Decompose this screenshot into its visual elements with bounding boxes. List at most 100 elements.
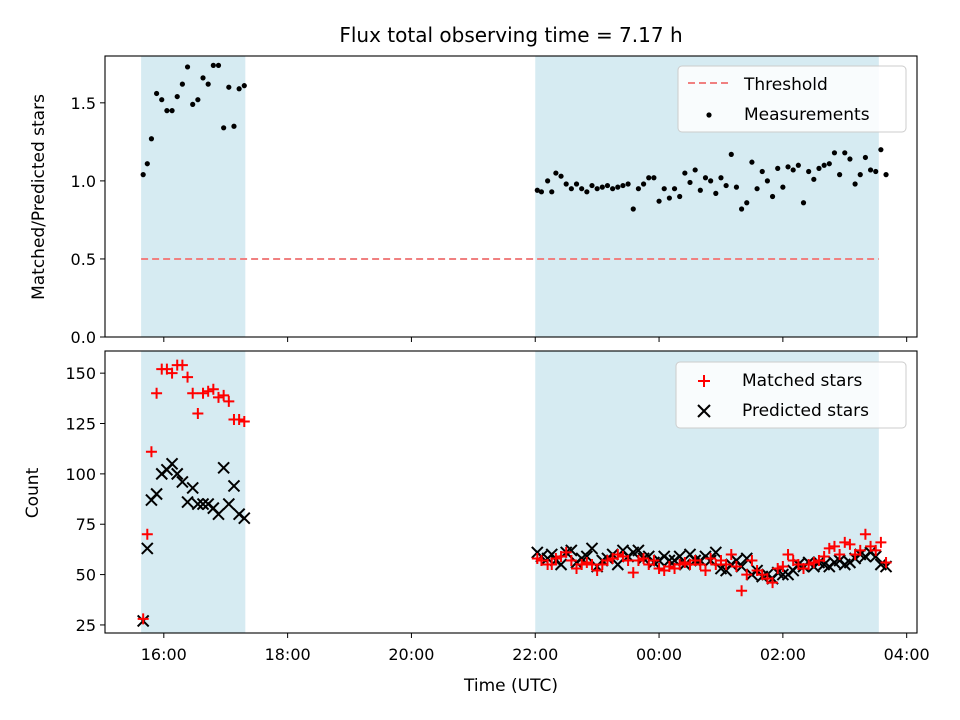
measurement-point: [205, 81, 211, 87]
measurement-point: [718, 175, 724, 181]
x-tick-label: 04:00: [884, 645, 930, 664]
matched-star-marker: [854, 544, 866, 556]
matched-star-marker: [192, 407, 204, 419]
bottom-axes-frame: [104, 350, 918, 634]
measurement-point: [837, 172, 843, 178]
matched-star-marker: [535, 554, 547, 566]
predicted-star-marker: [869, 550, 882, 563]
matched-star-marker: [803, 559, 815, 571]
measurement-point: [682, 170, 688, 176]
predicted-star-marker: [585, 542, 599, 555]
measurement-point: [800, 200, 807, 206]
measurement-point: [671, 186, 678, 192]
matched-star-marker: [576, 559, 588, 571]
measurement-point: [584, 189, 590, 195]
x-tick-label: 16:00: [141, 645, 187, 664]
measurement-point: [534, 187, 540, 193]
measurement-point: [215, 62, 222, 68]
matched-star-marker: [151, 387, 163, 399]
predicted-star-marker: [191, 497, 205, 511]
predicted-star-marker: [238, 511, 251, 525]
predicted-star-marker: [141, 542, 154, 555]
matched-star-marker: [870, 544, 882, 556]
measurement-point: [744, 200, 750, 206]
matched-star-marker: [581, 557, 593, 568]
measurement-point: [221, 125, 227, 131]
measurement-point: [708, 178, 714, 184]
measurement-point: [625, 181, 631, 187]
measurement-point: [630, 206, 636, 212]
measurement-point: [210, 62, 216, 68]
y-tick-label: 75: [76, 515, 96, 534]
predicted-star-marker: [212, 507, 225, 521]
matched-star-marker: [741, 569, 753, 581]
predicted-star-marker: [673, 550, 686, 563]
measurement-point: [738, 206, 745, 212]
measurement-point: [697, 187, 703, 193]
measurement-point: [821, 162, 827, 168]
matched-star-marker: [828, 540, 840, 552]
measurement-point: [811, 176, 817, 182]
matched-star-marker: [746, 554, 758, 566]
matched-star-marker: [627, 567, 639, 579]
top-legend-box: [677, 65, 907, 133]
matched-star-marker: [550, 552, 562, 564]
measurement-point: [795, 162, 801, 168]
matched-star-marker: [808, 557, 820, 568]
measurement-point: [604, 182, 611, 189]
measurement-point: [723, 182, 729, 189]
measurement-point: [831, 150, 838, 156]
matched-star-marker: [565, 554, 577, 566]
bottom-legend-box: [675, 361, 907, 429]
predicted-star-marker: [217, 461, 230, 475]
measurement-point: [780, 184, 786, 190]
bottom-x-ticks: 16:00 18:00 20:00 22:00 00:00 02:00 04:00: [141, 633, 930, 664]
measurement-point: [790, 167, 796, 173]
threshold-legend-label: Threshold: [743, 75, 828, 95]
measurement-point: [179, 81, 185, 87]
matched-stars-points: [137, 359, 892, 625]
measurement-point: [164, 108, 170, 114]
x-tick-label: 22:00: [512, 645, 558, 664]
predicted-star-marker: [186, 481, 199, 495]
measurement-point: [144, 161, 150, 167]
measurement-point: [558, 173, 564, 179]
predicted-star-marker: [611, 558, 624, 571]
y-tick-label: 125: [65, 415, 96, 434]
measurement-point: [677, 193, 683, 200]
measurement-point: [553, 170, 559, 176]
measurement-point: [754, 186, 760, 192]
measurement-point: [195, 97, 201, 103]
matched-star-marker: [648, 554, 660, 566]
matched-star-marker: [586, 559, 598, 571]
measurement-point: [615, 184, 621, 190]
x-tick-label: 20:00: [388, 645, 434, 664]
y-tick-label: 1.5: [71, 94, 96, 113]
predicted-star-marker: [196, 497, 210, 511]
measurement-point: [702, 175, 709, 181]
predicted-star-marker: [227, 479, 241, 493]
measurement-point: [867, 167, 874, 173]
matched-star-marker: [560, 546, 572, 558]
measurement-point: [651, 175, 657, 181]
measurement-point: [589, 182, 595, 189]
matched-star-marker: [767, 577, 779, 589]
measurement-point: [764, 178, 770, 184]
measurement-point: [656, 198, 662, 204]
matched-star-marker: [699, 565, 711, 577]
predicted-star-marker: [565, 544, 578, 557]
measurement-point: [806, 168, 812, 175]
matched-star-marker: [859, 528, 871, 540]
measurement-point: [226, 84, 232, 90]
bottom-panel: 25 50 75 100 125 150 16:00 18:00 20:00 22:00 00:0…: [23, 350, 930, 696]
measurement-point: [816, 165, 822, 171]
bottom-y-ticks: 25 50 75 100 125 150: [65, 364, 105, 635]
matched-star-marker: [772, 563, 784, 575]
x-axis-label: Time (UTC): [463, 676, 558, 696]
y-tick-label: 50: [76, 566, 96, 585]
matched-star-marker: [233, 413, 245, 425]
x-tick-label: 00:00: [636, 645, 682, 664]
measurement-point: [733, 184, 740, 190]
measurement-point: [775, 165, 781, 171]
measurement-point: [169, 108, 175, 114]
